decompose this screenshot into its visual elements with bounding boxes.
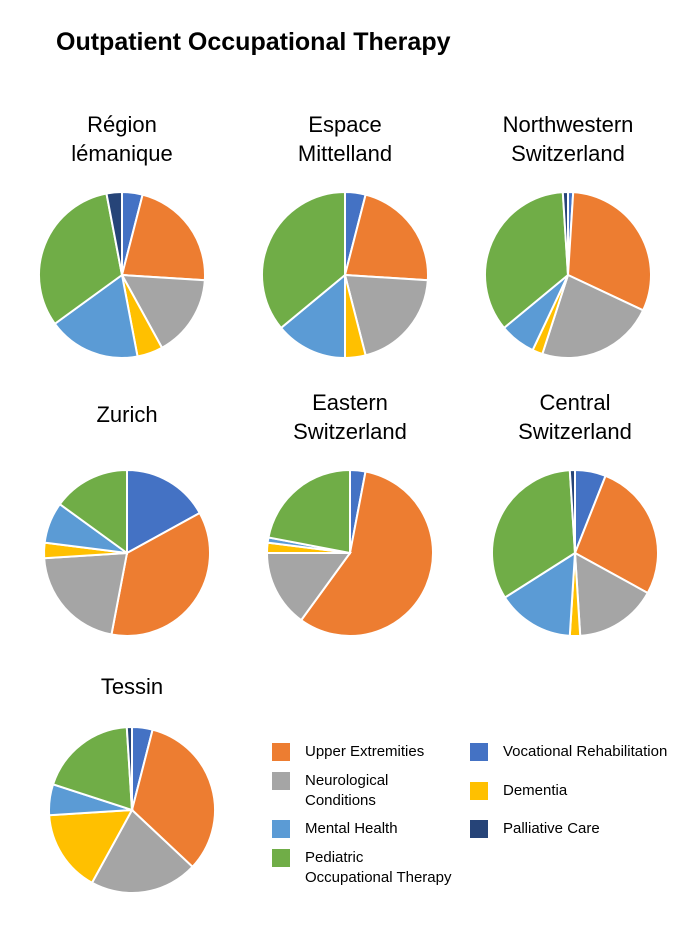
pie-slice (541, 273, 645, 359)
pie-slice (484, 191, 570, 330)
legend-label: Palliative Care (503, 820, 600, 837)
legend-swatch (470, 743, 488, 761)
legend-swatch (272, 820, 290, 838)
legend-label: Pediatric Occupational Therapy (305, 849, 452, 886)
legend-label: Upper Extremities (305, 743, 425, 760)
pie-slice (126, 468, 202, 555)
pie-slice (110, 511, 211, 637)
pie-title: Tessin (100, 674, 164, 699)
legend-swatch (272, 849, 290, 867)
legend-swatch (470, 782, 488, 800)
pie-title: Espace Mittelland (297, 112, 393, 166)
pie-slice (58, 468, 128, 555)
legend-label: Dementia (503, 782, 568, 799)
legend-label: Mental Health (305, 820, 398, 837)
pie-slice (491, 469, 577, 599)
pie-slice (120, 273, 206, 350)
pie-slice (561, 190, 569, 276)
pie-slice (503, 551, 577, 637)
pie-slice (38, 192, 124, 326)
chart-title: Outpatient Occupational Therapy (56, 28, 451, 56)
pie-slice (267, 468, 351, 555)
legend-swatch (272, 743, 290, 761)
pie-slice (53, 273, 139, 359)
legend-swatch (272, 772, 290, 790)
pie-slice (48, 808, 134, 885)
pie-slice (566, 191, 652, 312)
pie-slice (120, 193, 206, 282)
pie-slice (130, 728, 216, 869)
legend-label: Vocational Rehabilitation (503, 743, 668, 760)
pie-slice (343, 193, 429, 282)
pie-title: Zurich (96, 402, 158, 427)
pie-slice (279, 272, 346, 360)
pie-slice (265, 552, 352, 622)
pie-title: Northwestern Switzerland (502, 112, 634, 166)
pie-title: Central Switzerland (518, 390, 632, 444)
pie-title: Eastern Switzerland (293, 390, 407, 444)
pie-slice (43, 551, 129, 636)
pie-slice (343, 273, 429, 357)
pie-slice (105, 190, 123, 276)
pie-slice (90, 808, 194, 894)
pie-title: Région lémanique (71, 112, 173, 166)
pie-slice (299, 470, 434, 637)
legend-swatch (470, 820, 488, 838)
pie-slice (261, 190, 346, 330)
pie-slice (573, 551, 650, 637)
pie-slice (568, 468, 576, 554)
legend-label: Neurological Conditions (305, 772, 389, 809)
pie-slice (125, 725, 133, 811)
pie-slice (51, 726, 134, 812)
